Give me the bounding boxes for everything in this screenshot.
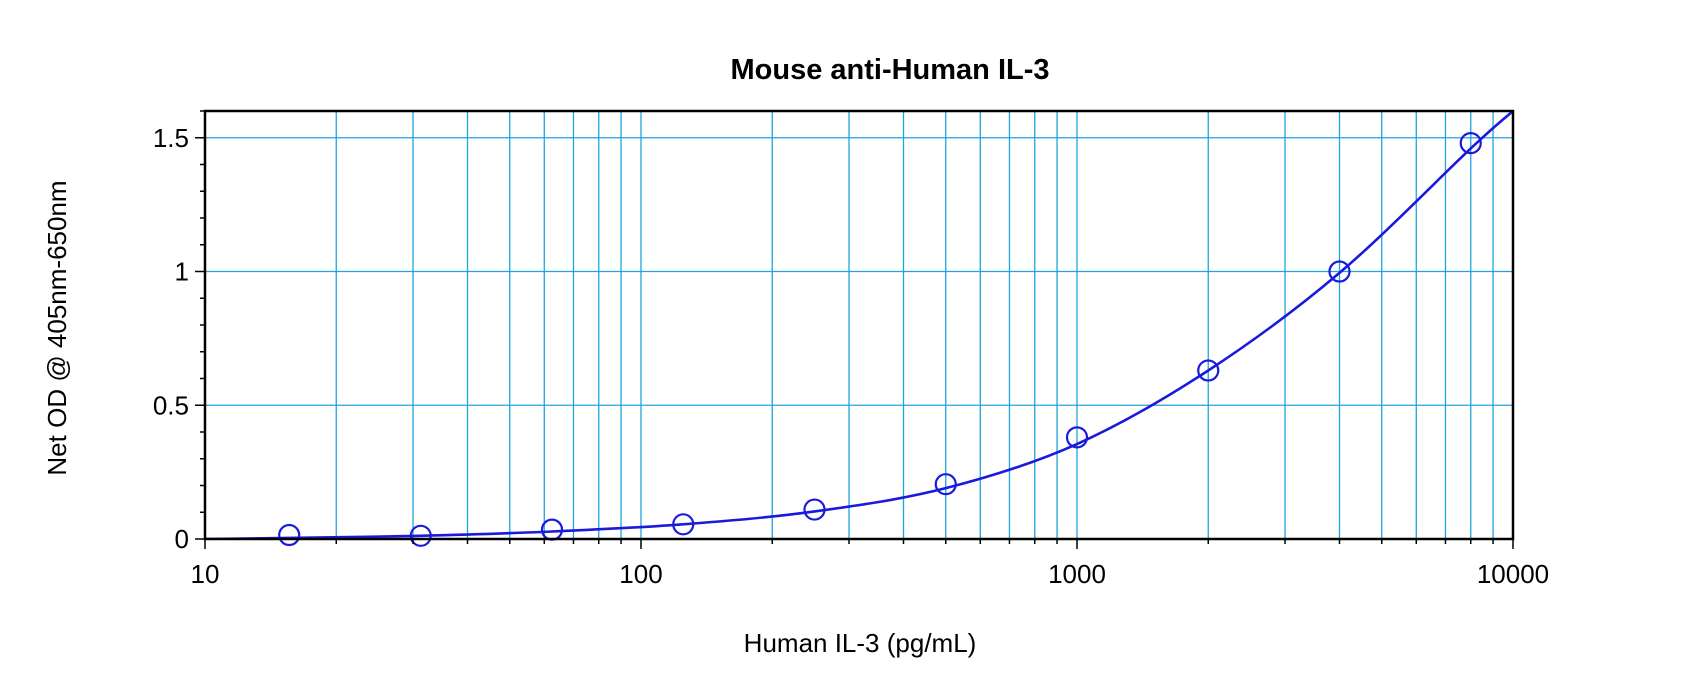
data-point [1065,426,1089,449]
x-tick-label: 1000 [1048,559,1106,589]
fit-curve-layer [205,111,1513,539]
axis-ticks: 0 0.5 1 1.5 10 100 1000 10000 [153,110,1549,589]
plot-frame [203,109,1515,541]
x-axis-label: Human IL-3 (pg/mL) [744,628,977,658]
data-point [1328,260,1351,283]
data-point [278,523,301,547]
data-point [934,473,957,496]
data-points [278,132,1482,547]
y-tick-label: 1.5 [153,123,189,153]
y-tick-label: 1 [175,257,189,287]
x-tick-label: 10000 [1477,559,1549,589]
data-point [803,498,826,521]
x-tick-label: 10 [191,559,220,589]
chart-title: Mouse anti-Human IL-3 [730,54,1049,86]
grid [205,111,1513,539]
x-tick-label: 100 [619,559,662,589]
fit-curve [205,111,1513,539]
y-tick-label: 0 [175,524,189,554]
data-point [1459,132,1482,155]
y-axis-label: Net OD @ 405nm-650nm [42,180,72,475]
data-point [672,513,695,536]
data-point [1197,359,1220,382]
data-point [540,518,564,541]
plot-border [203,109,1515,541]
data-point [409,524,432,547]
y-tick-label: 0.5 [153,390,189,420]
